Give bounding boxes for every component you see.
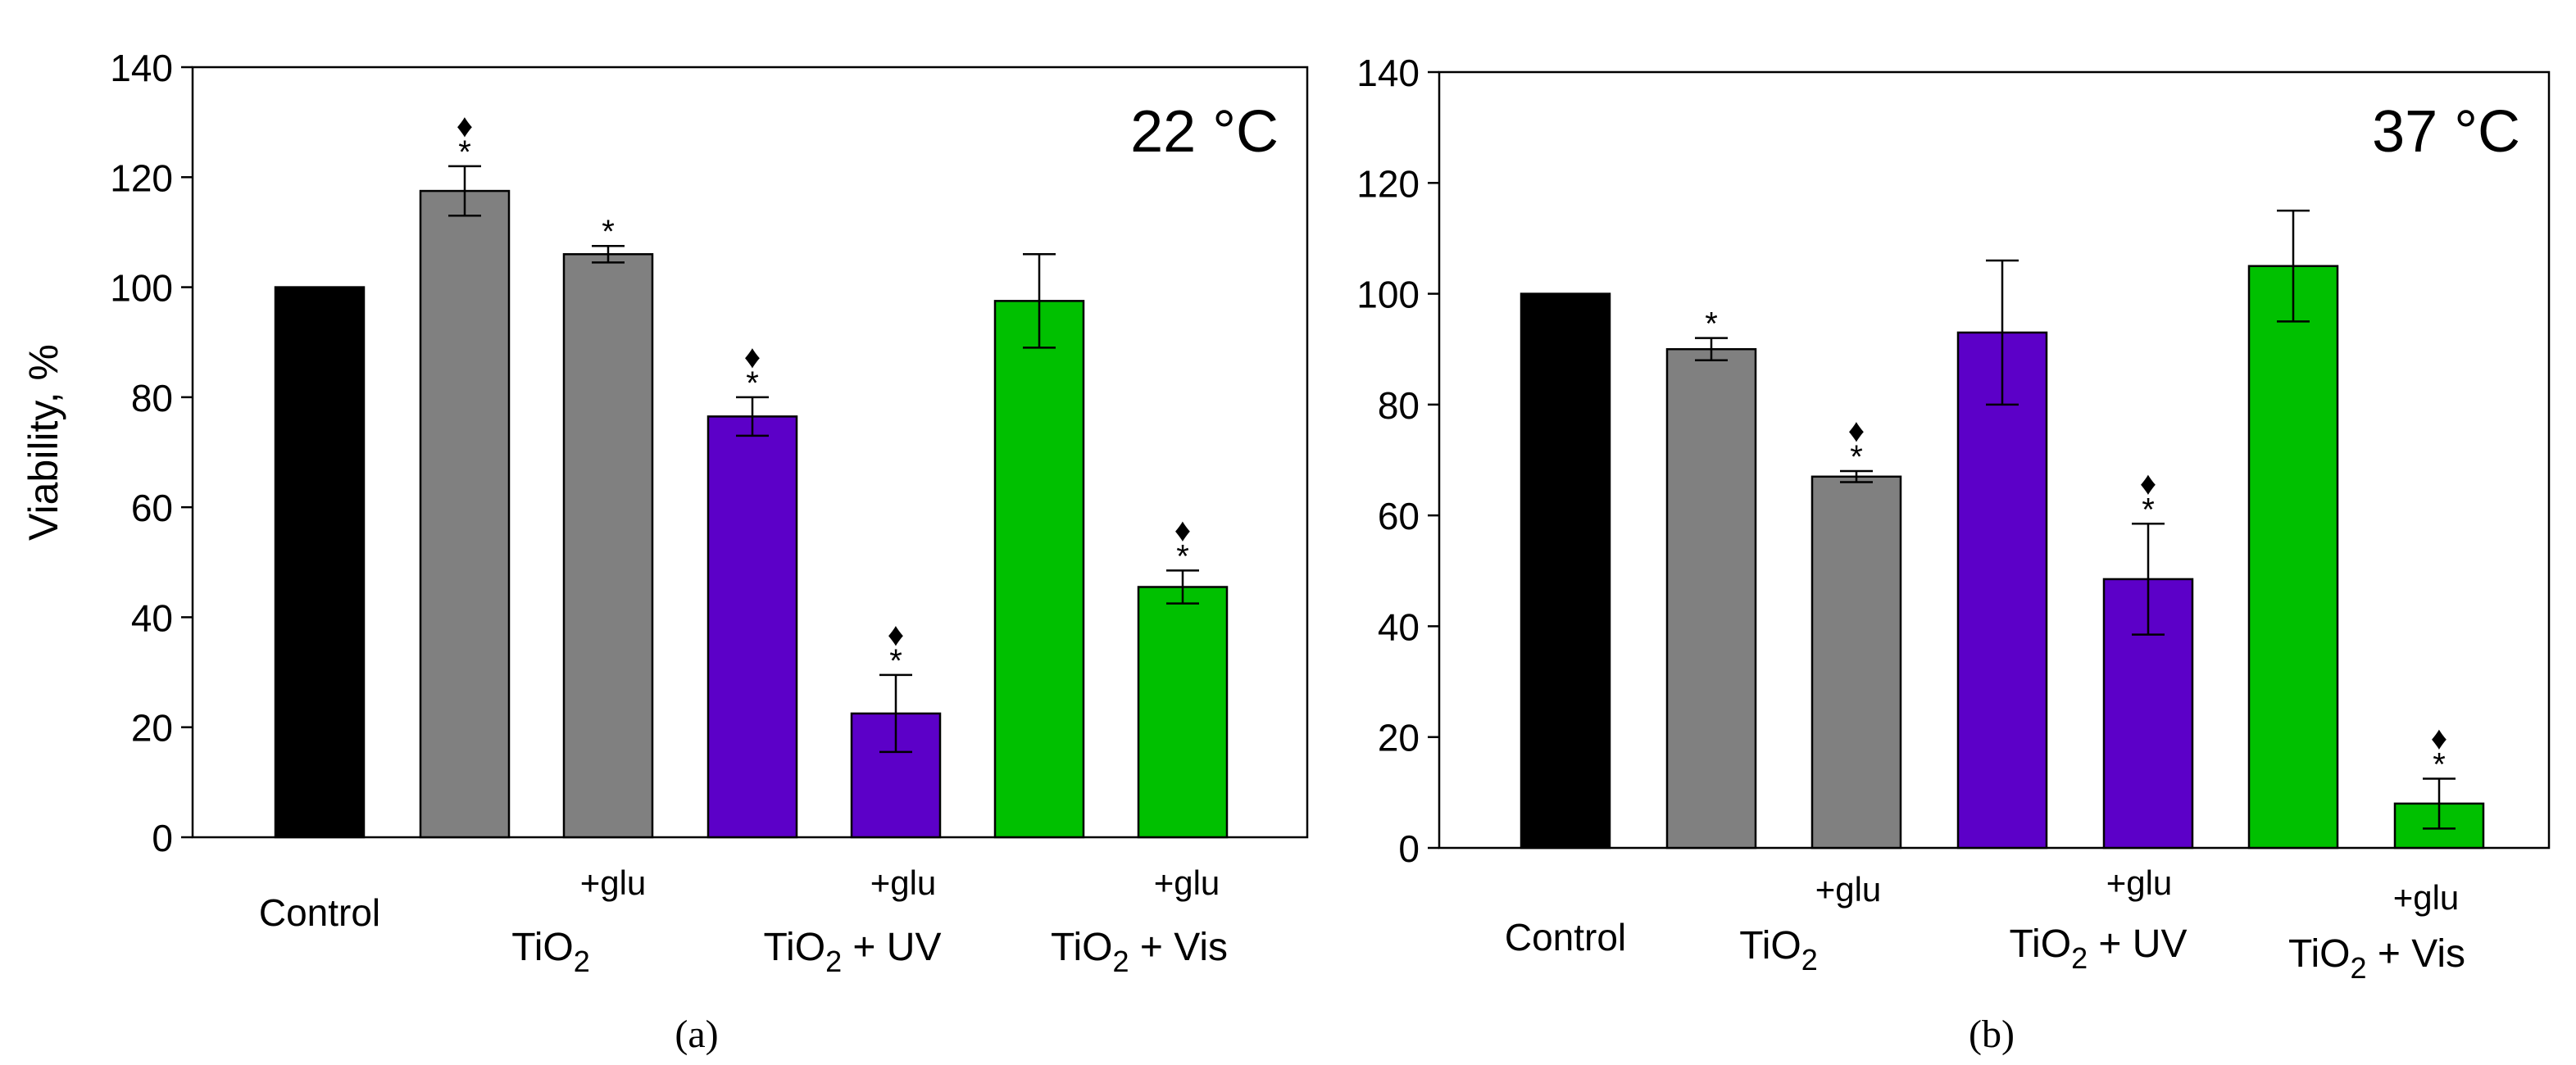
y-tick-label: 60 [131,487,173,529]
bar [1956,331,2048,850]
category-label-tio2: TiO2 [511,926,590,978]
y-tick-label: 80 [1378,384,1420,427]
panel-a-chart: Viability, % 22 °C 020406080100120140*♦*… [20,47,1309,1056]
y-tick-label: 80 [131,377,173,419]
glu-label: +glu [580,863,647,902]
y-tick-label: 60 [1378,495,1420,537]
bar [1665,347,1757,850]
significance-diamond: ♦ [2140,465,2156,501]
glu-label: +glu [2106,863,2173,902]
category-label-tio2-uv: TiO2 + UV [764,926,942,978]
y-axis-title: Viability, % [20,344,66,541]
glu-label: +glu [870,863,937,902]
significance-diamond: ♦ [888,617,904,653]
panel-a-category-labels: Control +glu TiO2 +glu TiO2 + UV +glu Ti… [259,863,1228,978]
category-label-control: Control [1505,916,1626,958]
significance-star: * [1705,306,1718,342]
significance-star: * [1850,439,1863,475]
category-label-tio2-uv: TiO2 + UV [2010,922,2188,975]
significance-star: * [2142,492,2155,528]
glu-label: +glu [1815,870,1882,909]
y-tick-label: 0 [1398,827,1420,870]
significance-diamond: ♦ [457,108,473,144]
significance-star: * [746,365,759,401]
significance-diamond: ♦ [1174,512,1191,548]
significance-diamond: ♦ [744,339,761,375]
bar [562,253,654,839]
category-label-tio2-vis: TiO2 + Vis [2288,932,2465,985]
bar [1520,292,1611,850]
y-tick-label: 100 [1356,274,1420,316]
glu-label: +glu [2393,878,2460,917]
significance-star: * [889,643,902,679]
panel-caption-b: (b) [1969,1013,2015,1056]
bar [419,189,511,839]
significance-star: * [1176,538,1189,574]
significance-star: * [602,214,615,250]
bar [706,415,798,839]
significance-diamond: ♦ [2431,720,2447,756]
y-tick-label: 140 [1356,52,1420,94]
category-label-tio2: TiO2 [1739,924,1818,977]
panel-b-category-labels: Control +glu TiO2 +glu TiO2 + UV +glu Ti… [1505,863,2465,985]
bar [274,286,366,839]
glu-label: +glu [1154,863,1220,902]
temperature-label: 22 °C [1130,99,1279,165]
y-tick-label: 100 [110,267,173,310]
bar [1137,586,1229,839]
y-tick-label: 120 [1356,162,1420,205]
category-label-control: Control [259,891,380,934]
significance-diamond: ♦ [1848,413,1865,449]
category-label-tio2-vis: TiO2 + Vis [1051,926,1228,978]
y-tick-label: 40 [1378,605,1420,648]
significance-star: * [2433,746,2446,782]
y-tick-label: 20 [131,707,173,750]
y-tick-label: 140 [110,47,173,89]
bar [993,300,1085,839]
y-tick-label: 20 [1378,717,1420,759]
panel-caption-a: (a) [675,1013,718,1056]
y-tick-label: 0 [152,817,173,859]
y-tick-label: 120 [110,156,173,199]
y-tick-label: 40 [131,596,173,639]
bar [1810,475,1902,850]
bar [2247,265,2339,850]
significance-star: * [458,134,471,170]
temperature-label: 37 °C [2372,99,2520,165]
